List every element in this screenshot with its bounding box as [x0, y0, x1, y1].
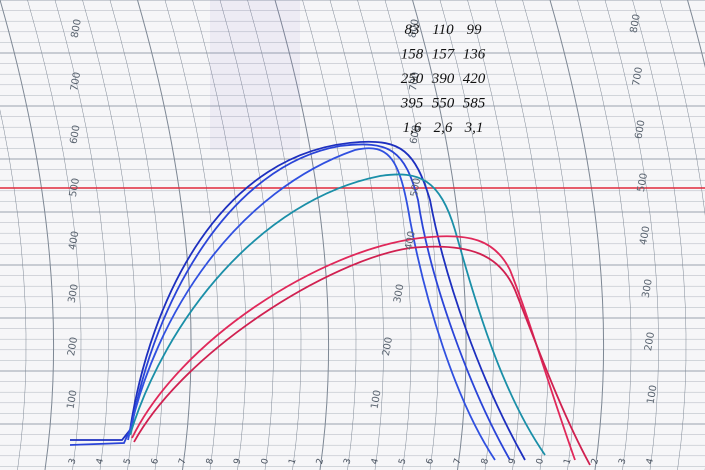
- scale-label: 600: [68, 124, 82, 145]
- scale-label: 300: [67, 283, 81, 304]
- scale-label: 700: [69, 71, 83, 92]
- v-grid-arc: [604, 0, 659, 470]
- scale-label: 800: [629, 13, 643, 34]
- time-label: 3: [67, 457, 78, 465]
- v-grid-arc: [0, 108, 27, 470]
- time-label: 5: [122, 457, 133, 465]
- time-label: 7: [177, 457, 188, 465]
- note-cell: 83: [405, 22, 420, 38]
- scale-label: 500: [409, 177, 423, 198]
- v-grid-arc: [54, 0, 109, 470]
- scale-label: 400: [67, 230, 81, 251]
- note-cell: 110: [432, 22, 454, 38]
- scale-label: 200: [643, 331, 657, 352]
- note-cell: 158: [401, 47, 424, 63]
- scale-label: 700: [631, 66, 645, 87]
- time-label: 5: [397, 457, 408, 465]
- handwritten-notes: 83 110 99 158 157 136 250 390 420 395 550 585 1,6 2,6…: [400, 22, 486, 136]
- note-cell: 136: [463, 47, 486, 63]
- v-grid-arc: [302, 0, 357, 470]
- scale-label: 400: [404, 230, 418, 251]
- v-grid-arc: [522, 0, 577, 470]
- time-label: 1: [287, 457, 298, 465]
- v-grid-arc: [357, 0, 412, 470]
- note-cell: 3,1: [464, 120, 484, 136]
- note-cell: 2,6: [434, 120, 453, 136]
- time-label: 9: [507, 457, 518, 465]
- scale-label: 200: [66, 336, 80, 357]
- scale-label: 600: [408, 124, 422, 145]
- scale-label: 100: [369, 389, 383, 410]
- scale-label: 200: [381, 336, 395, 357]
- v-grid-arc: [137, 0, 192, 470]
- time-label: 3: [617, 457, 628, 465]
- time-label: 2: [590, 457, 601, 465]
- curves: [69, 140, 591, 466]
- v-grid-arc: [164, 0, 219, 470]
- note-cell: 1,6: [403, 120, 422, 136]
- scale-label: 100: [645, 384, 659, 405]
- note-cell: 99: [467, 22, 483, 38]
- v-grid-arc: [494, 0, 549, 470]
- note-cell: 157: [432, 47, 456, 63]
- time-labels: 3 4 5 6 7 8 9 0 1 2 3 4 5 6 7 8 9 0 1 2 3 4: [67, 457, 656, 465]
- time-label: 6: [425, 457, 436, 465]
- v-grid-arc: [577, 0, 632, 470]
- scale-label: 500: [636, 172, 650, 193]
- v-grid-arc: [219, 0, 274, 470]
- time-label: 9: [232, 457, 243, 465]
- v-grid-arc: [412, 0, 467, 470]
- scale-label: 300: [641, 278, 655, 299]
- scale-label: 400: [638, 225, 652, 246]
- scale-label: 800: [407, 18, 421, 39]
- time-label: 3: [342, 457, 353, 465]
- v-grid-arc: [439, 0, 494, 470]
- scale-label: 700: [408, 71, 422, 92]
- time-label: 0: [260, 457, 271, 465]
- note-cell: 390: [431, 71, 455, 87]
- v-grid-arc: [0, 0, 55, 470]
- time-label: 2: [315, 457, 326, 465]
- v-grid-arc: [659, 0, 705, 470]
- v-grid-arc: [192, 0, 247, 470]
- scale-label: 100: [65, 389, 79, 410]
- time-label: 0: [535, 457, 546, 465]
- time-label: 4: [370, 457, 381, 465]
- time-label: 6: [150, 457, 161, 465]
- time-label: 1: [562, 457, 573, 465]
- v-grid-arc: [274, 0, 330, 470]
- note-cell: 585: [463, 96, 486, 112]
- note-cell: 420: [463, 71, 486, 87]
- scale-labels: 100 200 300 400 500 600 700 800 100 200 300 400 500 6…: [65, 13, 659, 410]
- v-grid-arc: [109, 0, 164, 470]
- stamp: [210, 0, 300, 150]
- note-cell: 395: [400, 96, 424, 112]
- time-label: 8: [205, 457, 216, 465]
- v-grid-arc: [247, 0, 302, 470]
- scale-label: 500: [68, 177, 82, 198]
- v-grid-arc: [549, 0, 605, 470]
- time-label: 8: [480, 457, 491, 465]
- v-grid-arc: [27, 0, 82, 470]
- note-cell: 250: [401, 71, 424, 87]
- time-label: 7: [452, 457, 463, 465]
- time-label: 4: [95, 457, 106, 465]
- v-grid-arc: [632, 0, 687, 470]
- note-cell: 550: [432, 96, 455, 112]
- time-label: 4: [645, 457, 656, 465]
- scale-label: 600: [633, 119, 647, 140]
- scale-label: 300: [392, 283, 406, 304]
- scale-label: 800: [70, 18, 84, 39]
